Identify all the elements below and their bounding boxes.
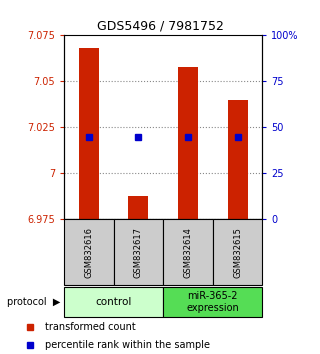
Bar <box>178 67 198 219</box>
Text: GSM832615: GSM832615 <box>233 227 242 278</box>
Text: miR-365-2
expression: miR-365-2 expression <box>187 291 239 313</box>
Bar <box>163 219 213 285</box>
Bar <box>79 48 99 219</box>
Text: protocol  ▶: protocol ▶ <box>7 297 61 307</box>
Text: GSM832616: GSM832616 <box>84 227 93 278</box>
Text: GSM832614: GSM832614 <box>183 227 193 278</box>
Text: GDS5496 / 7981752: GDS5496 / 7981752 <box>97 19 223 33</box>
Bar <box>114 219 163 285</box>
Bar <box>228 100 248 219</box>
Text: percentile rank within the sample: percentile rank within the sample <box>45 340 210 350</box>
Bar <box>64 287 163 317</box>
Bar <box>64 219 114 285</box>
Text: GSM832617: GSM832617 <box>134 227 143 278</box>
Bar <box>213 219 262 285</box>
Text: control: control <box>95 297 132 307</box>
Text: transformed count: transformed count <box>45 321 136 332</box>
Bar <box>163 287 262 317</box>
Bar <box>129 195 148 219</box>
